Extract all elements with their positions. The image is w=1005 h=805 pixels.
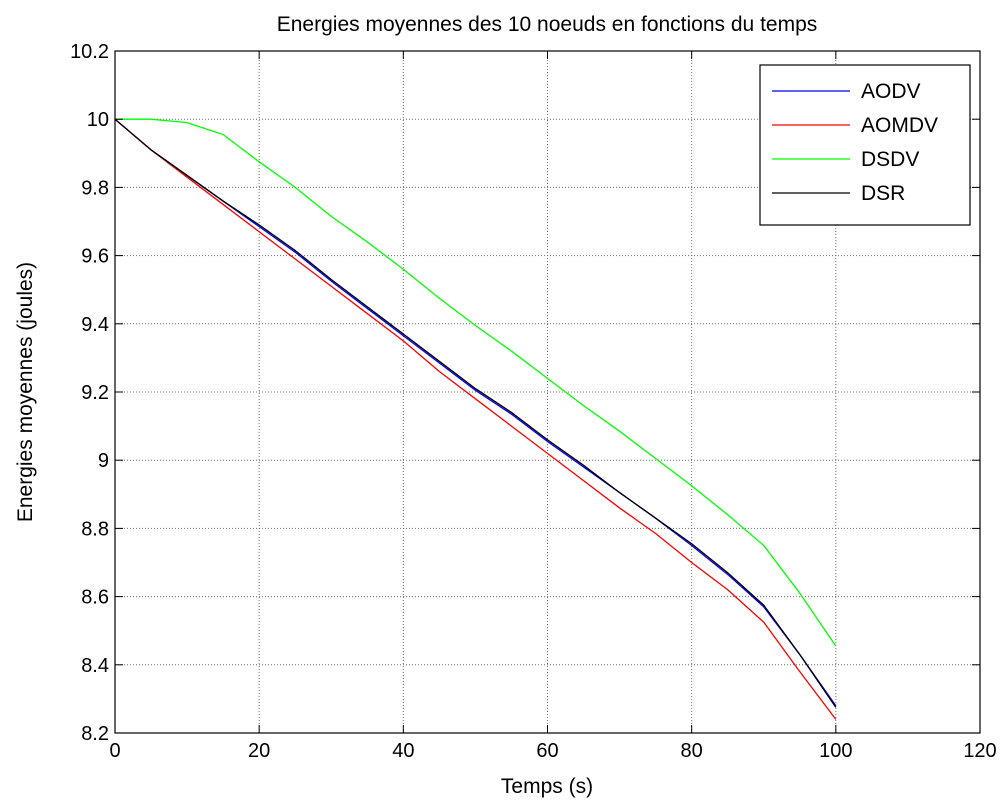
legend-label-aodv: AODV <box>861 80 921 103</box>
y-tick-label: 8.6 <box>81 587 109 609</box>
x-tick-label: 120 <box>963 740 996 762</box>
legend-label-dsr: DSR <box>861 182 905 205</box>
legend-entries: AODV AOMDV DSDV DSR <box>772 80 938 205</box>
x-tick-label: 20 <box>248 740 270 762</box>
x-tick-label: 100 <box>819 740 852 762</box>
legend-box <box>759 64 971 226</box>
series-line-aomdv <box>114 118 837 720</box>
y-tick-label: 10 <box>87 109 109 131</box>
series-lines <box>114 118 837 720</box>
y-tick-label: 9.8 <box>81 177 109 199</box>
y-tick-label: 8.2 <box>81 723 109 745</box>
y-tick-label: 10.2 <box>70 41 109 63</box>
x-tick-label: 60 <box>536 740 558 762</box>
x-tick-label: 80 <box>681 740 703 762</box>
y-tick-label: 9.2 <box>81 382 109 404</box>
y-tick-label: 9 <box>98 450 109 472</box>
legend-label-aomdv: AOMDV <box>861 114 938 137</box>
y-tick-label: 8.8 <box>81 518 109 540</box>
x-tick-label: 0 <box>109 740 120 762</box>
x-tick-label: 40 <box>392 740 414 762</box>
x-axis-label: Temps (s) <box>501 775 593 798</box>
x-axis-ticks: 0 20 40 60 80 100 120 <box>109 51 997 762</box>
legend: AODV AOMDV DSDV DSR <box>759 64 971 226</box>
series-line-dsr <box>114 118 837 708</box>
y-tick-label: 9.4 <box>81 314 109 336</box>
legend-label-dsdv: DSDV <box>861 148 919 171</box>
y-tick-label: 9.6 <box>81 246 109 268</box>
y-tick-label: 8.4 <box>81 655 109 677</box>
y-axis-ticks: 8.2 8.4 8.6 8.8 9 9.2 9.4 9.6 9.8 10 10.2 <box>70 41 980 745</box>
chart-title: Energies moyennes des 10 noeuds en fonct… <box>277 13 818 36</box>
series-line-dsdv <box>115 118 837 647</box>
y-axis-label: Energies moyennes (joules) <box>14 262 37 522</box>
